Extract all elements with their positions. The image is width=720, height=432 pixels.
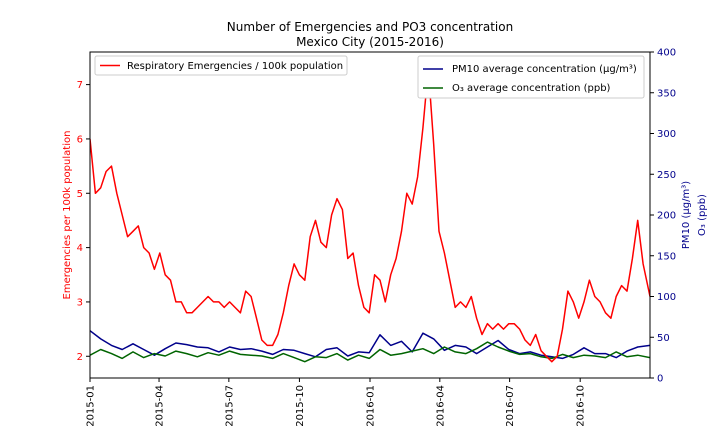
- legend-right: PM10 average concentration (µg/m³) O₃ av…: [417, 55, 645, 99]
- y-right-axis-label-line1: PM10 (µg/m³): [681, 181, 692, 249]
- series-line-emergencies: [90, 67, 650, 363]
- y-right-tick-label: 0: [657, 374, 663, 385]
- y-left-axis-label: Emergencies per 100k population: [62, 131, 73, 300]
- chart-subtitle: Mexico City (2015-2016): [296, 35, 444, 49]
- y-left-tick-label: 3: [77, 297, 83, 308]
- x-tick-label: 2016-10: [576, 385, 587, 427]
- y-left-tick-label: 7: [77, 80, 83, 91]
- legend-left-label: Respiratory Emergencies / 100k populatio…: [127, 61, 343, 72]
- y-left-tick-label: 6: [77, 134, 83, 145]
- y-left-tick-label: 5: [77, 189, 83, 200]
- y-left-tick-label: 4: [77, 243, 83, 254]
- chart-title: Number of Emergencies and PO3 concentrat…: [227, 20, 513, 34]
- y-right-axis-label-line2: O₃ (ppb): [697, 194, 708, 236]
- legend-left-box: [94, 55, 348, 76]
- legend-right-label-pm10: PM10 average concentration (µg/m³): [452, 64, 637, 75]
- y-right-tick-label: 350: [657, 88, 676, 99]
- legend-right-box: [417, 55, 645, 99]
- y-right-tick-label: 150: [657, 251, 676, 262]
- y-right-tick-label: 400: [657, 48, 676, 59]
- y-left-axis: 2 3 4 5 6 7: [77, 80, 90, 363]
- x-tick-label: 2016-07: [505, 385, 516, 427]
- series-layer: [90, 67, 650, 363]
- y-right-tick-label: 200: [657, 211, 676, 222]
- plot-area: [90, 67, 650, 363]
- y-right-tick-label: 300: [657, 129, 676, 140]
- series-line-o3: [90, 341, 650, 363]
- legend-left: Respiratory Emergencies / 100k populatio…: [94, 55, 348, 76]
- x-tick-label: 2016-01: [366, 385, 377, 427]
- x-tick-label: 2015-07: [224, 385, 235, 427]
- y-right-tick-label: 50: [657, 333, 670, 344]
- x-tick-label: 2015-01: [86, 385, 97, 427]
- y-left-tick-label: 2: [77, 352, 83, 363]
- legend-right-label-o3: O₃ average concentration (ppb): [452, 83, 611, 94]
- x-tick-label: 2015-10: [295, 385, 306, 427]
- x-axis: 2015-01 2015-04 2015-07 2015-10 2016-01 2016-…: [86, 378, 587, 427]
- y-right-tick-label: 250: [657, 170, 676, 181]
- x-tick-label: 2015-04: [155, 385, 166, 427]
- x-tick-label: 2016-04: [435, 385, 446, 427]
- y-right-axis: 0 50 100 150 200 250 300 350 400: [650, 48, 676, 385]
- y-right-tick-label: 100: [657, 292, 676, 303]
